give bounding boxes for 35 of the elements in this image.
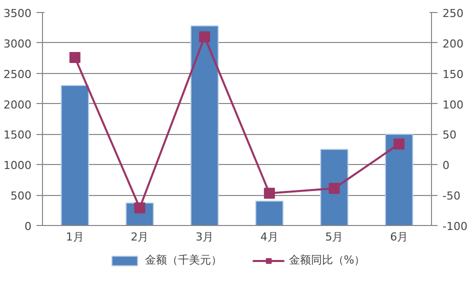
bar: [255, 200, 284, 226]
bar: [320, 148, 348, 226]
y-tick-label: 1500: [4, 128, 32, 142]
y2-tick-label: 150: [442, 68, 464, 81]
y-tick-label: 2500: [4, 68, 32, 81]
point: [328, 182, 340, 194]
y2-tick-label: -100: [442, 220, 468, 233]
y2-tick-label: 250: [442, 7, 464, 20]
point: [264, 188, 275, 199]
y2-tick-label: 200: [442, 37, 464, 50]
point: [199, 31, 210, 42]
y-tick-label: 1000: [4, 159, 32, 172]
x-tick-label: 6月: [390, 230, 408, 244]
y-tick-label: 500: [10, 190, 32, 203]
x-tick-label: 1月: [66, 230, 84, 244]
y-tick-label: 3000: [4, 37, 32, 50]
y2-tick-label: 0: [442, 159, 450, 172]
bar: [190, 25, 219, 226]
y2-tick-label: -50: [442, 190, 460, 203]
legend-label: 金额（千美元）: [144, 252, 222, 268]
x-tick-label: 3月: [196, 230, 214, 244]
point: [394, 138, 405, 150]
legend-label: 金额同比（%）: [288, 252, 366, 268]
bar: [60, 85, 90, 226]
y2-tick-label: 50: [442, 128, 456, 142]
point: [69, 52, 80, 64]
x-tick-label: 4月: [260, 230, 278, 244]
x-tick-label: 5月: [325, 230, 344, 244]
y-tick-label: 2000: [4, 98, 32, 112]
y2-tick-label: 100: [442, 98, 464, 112]
point: [134, 202, 146, 214]
y-tick-label: 0: [24, 220, 32, 233]
x-tick-label: 2月: [130, 230, 149, 244]
bar: [384, 134, 414, 226]
y-tick-label: 3500: [4, 7, 32, 20]
